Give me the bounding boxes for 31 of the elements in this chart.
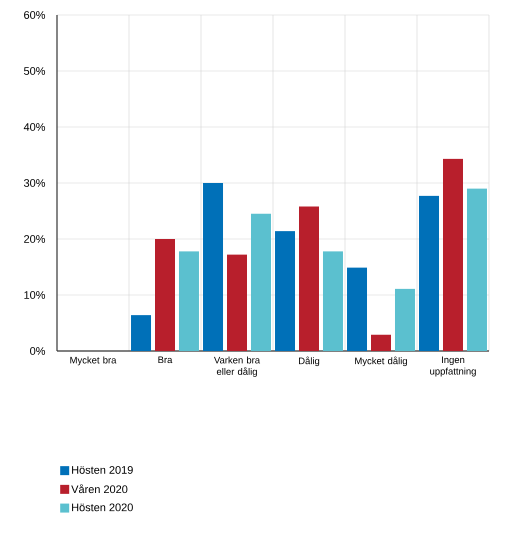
x-tick-label: Mycket dålig <box>355 356 407 366</box>
bar <box>419 196 440 351</box>
x-tick-label: Bra <box>158 356 172 364</box>
legend-label: Hösten 2020 <box>72 504 133 512</box>
bar <box>178 251 199 351</box>
x-tick-label: Mycket bra <box>70 356 116 366</box>
bar <box>299 206 319 351</box>
y-tick-label: 20% <box>24 235 46 243</box>
bar <box>322 251 343 351</box>
bar <box>442 158 463 351</box>
legend-label: Våren 2020 <box>71 484 128 494</box>
y-tick-label: 60% <box>24 11 46 19</box>
bar <box>155 239 175 351</box>
y-tick-label: 30% <box>24 179 46 187</box>
bar <box>275 231 296 351</box>
y-tick-label: 0% <box>30 347 46 355</box>
bar <box>203 183 224 351</box>
bar <box>131 315 152 351</box>
x-tick-label: Ingen uppfattning <box>430 356 476 376</box>
bar <box>347 268 368 351</box>
y-tick-label: 40% <box>24 123 46 131</box>
bar <box>250 214 271 351</box>
bar <box>466 188 487 351</box>
bar <box>371 334 391 351</box>
x-tick-label: Dålig <box>298 356 320 366</box>
y-tick-label: 50% <box>24 67 46 75</box>
legend-label: Hösten 2019 <box>72 466 133 474</box>
bar <box>227 254 247 351</box>
x-tick-label: Varken bra eller dålig <box>214 356 260 377</box>
bar <box>394 288 415 351</box>
y-tick-label: 10% <box>24 291 46 299</box>
